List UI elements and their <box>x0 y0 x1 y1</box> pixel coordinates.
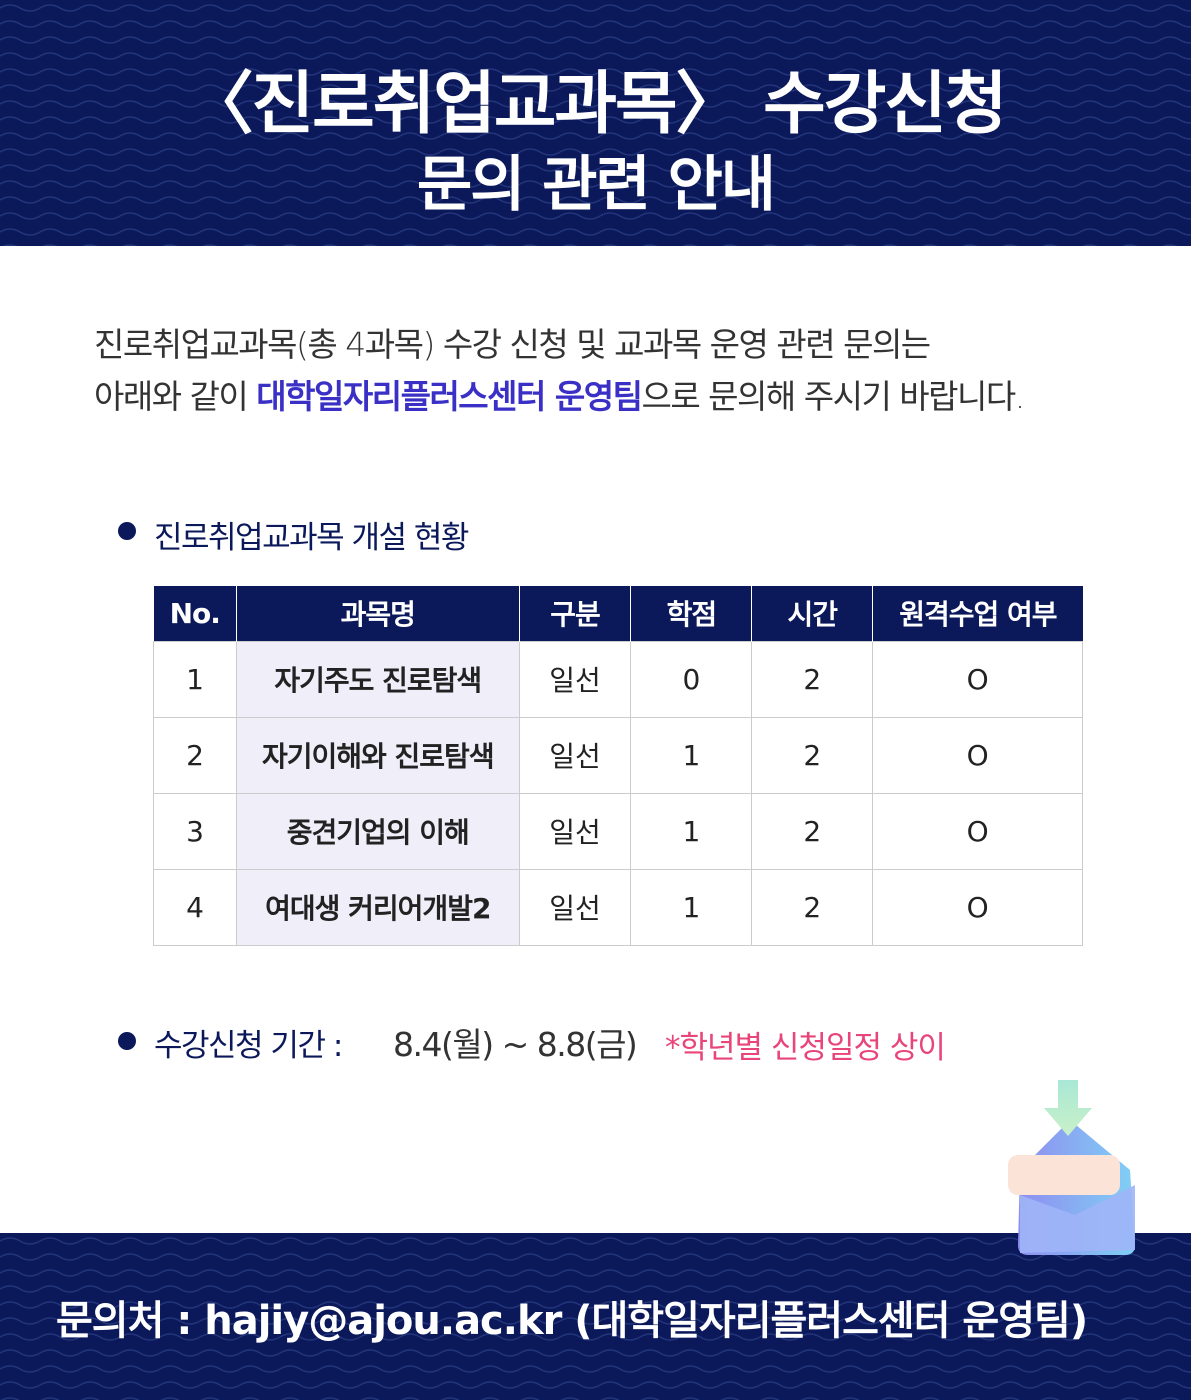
column-header: 과목명 <box>235 586 520 641</box>
header-banner: 〈진로취업교과목〉 수강신청 문의 관련 안내 <box>0 0 1191 246</box>
team-highlight: 대학일자리플러스센터 운영팀 <box>256 377 643 416</box>
bullet-icon <box>118 522 136 540</box>
page-title: 〈진로취업교과목〉 수강신청 <box>185 65 1008 144</box>
table-cell: 일선 <box>518 868 632 946</box>
table-cell: 2 <box>751 868 874 946</box>
course-table: No. 과목명 구분 학점 시간 원격수업 여부 1 자기주도 진로탐색 일선 0 2 O 2 자기이해… <box>153 586 1083 946</box>
contact-info: 문의처 : hajiy@ajou.ac.kr (대학일자리플러스센터 운영팀) <box>56 1298 1088 1344</box>
table-cell: 2 <box>751 640 874 718</box>
intro-text: 아래와 같이 <box>94 377 257 416</box>
table-cell: 4 <box>153 868 237 946</box>
table-cell: 일선 <box>518 716 632 794</box>
table-row: 4 여대생 커리어개발2 일선 1 2 O <box>153 868 1083 946</box>
column-header: 학점 <box>630 586 752 641</box>
table-cell: 2 <box>751 792 874 870</box>
table-row: 2 자기이해와 진로탐색 일선 1 2 O <box>153 716 1083 794</box>
table-cell: 일선 <box>518 640 632 718</box>
table-cell: 자기주도 진로탐색 <box>235 640 520 718</box>
intro-line-1: 진로취업교과목(총 4과목) 수강 신청 및 교과목 운영 관련 문의는 <box>94 325 931 364</box>
column-header: 시간 <box>751 586 873 641</box>
schedule-note: *학년별 신청일정 상이 <box>665 1030 946 1066</box>
table-cell: 2 <box>153 716 237 794</box>
table-cell: 3 <box>153 792 237 870</box>
intro-text: 으로 문의해 주시기 바랍니다. <box>641 377 1025 416</box>
table-cell: O <box>872 792 1083 870</box>
table-cell: O <box>872 640 1083 718</box>
table-cell: 중견기업의 이해 <box>235 792 520 870</box>
table-cell: 2 <box>751 716 874 794</box>
table-cell: 여대생 커리어개발2 <box>235 868 520 946</box>
table-row: 1 자기주도 진로탐색 일선 0 2 O <box>153 640 1083 718</box>
table-cell: 0 <box>630 640 753 718</box>
section-label-period: 수강신청 기간 : <box>154 1028 343 1064</box>
section-label-courses: 진로취업교과목 개설 현황 <box>154 520 469 556</box>
column-header: 원격수업 여부 <box>872 586 1083 641</box>
table-cell: 1 <box>630 716 753 794</box>
table-cell: O <box>872 868 1083 946</box>
table-cell: 1 <box>153 640 237 718</box>
table-cell: 자기이해와 진로탐색 <box>235 716 520 794</box>
column-header: 구분 <box>518 586 631 641</box>
table-cell: 일선 <box>518 792 632 870</box>
column-header: No. <box>153 586 237 641</box>
table-cell: O <box>872 716 1083 794</box>
registration-period: 8.4(월) ~ 8.8(금) <box>393 1025 638 1064</box>
intro-line-2: 아래와 같이 대학일자리플러스센터 운영팀으로 문의해 주시기 바랍니다. <box>94 370 1025 418</box>
table-cell: 1 <box>630 868 753 946</box>
footer-banner: 문의처 : hajiy@ajou.ac.kr (대학일자리플러스센터 운영팀) <box>0 1233 1191 1400</box>
page-subtitle: 문의 관련 안내 <box>417 150 776 220</box>
bullet-icon <box>118 1032 136 1050</box>
table-cell: 1 <box>630 792 753 870</box>
mail-download-icon <box>1008 1080 1135 1255</box>
table-row: 3 중견기업의 이해 일선 1 2 O <box>153 792 1083 870</box>
